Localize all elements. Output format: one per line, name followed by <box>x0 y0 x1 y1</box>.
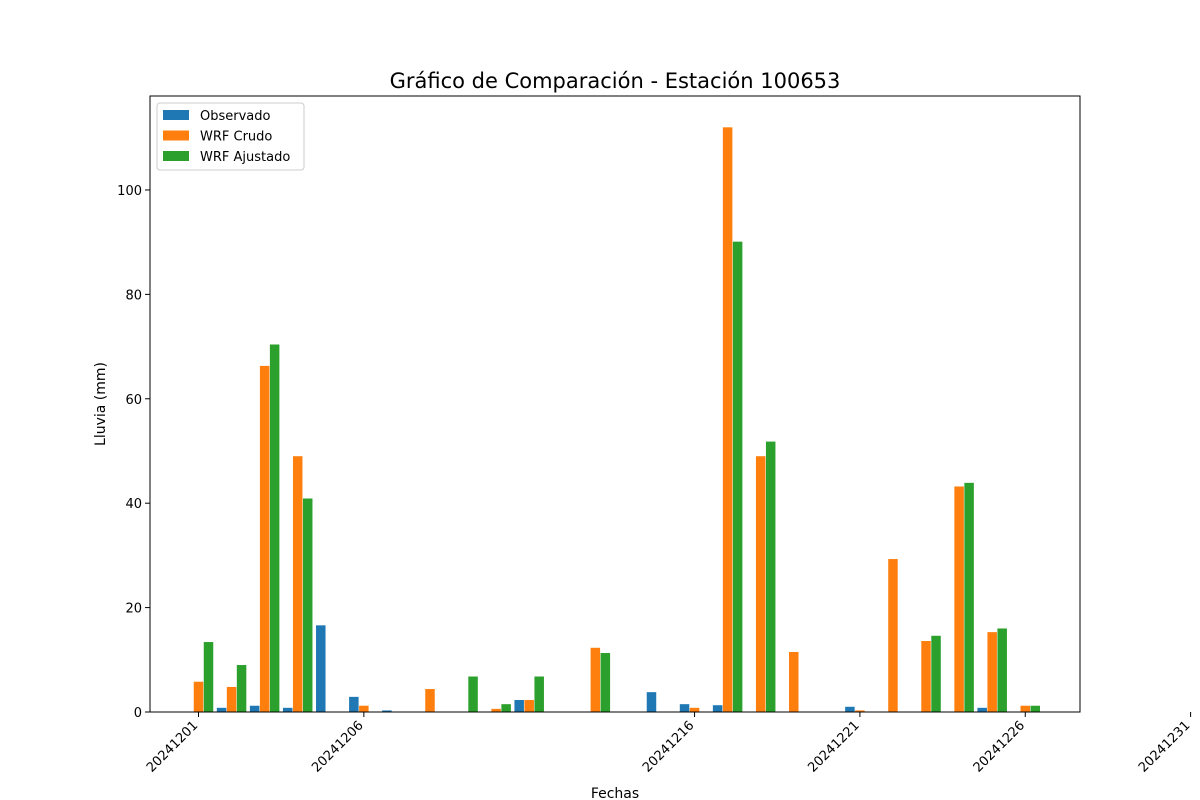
bar-wrf-crudo-20241201 <box>193 681 204 712</box>
bar-wrf-ajustado-20241210 <box>501 704 511 712</box>
bar-wrf-ajustado-20241202 <box>236 665 247 712</box>
bar-wrf-ajustado-20241209 <box>468 676 478 712</box>
y-tick-label: 100 <box>117 184 142 199</box>
bar-observado-20241221 <box>845 706 855 712</box>
bar-observado-20241205 <box>316 625 326 712</box>
bar-wrf-crudo-20241221 <box>855 710 865 712</box>
bar-observado-20241202 <box>216 707 227 712</box>
bar-wrf-crudo-20241222 <box>888 559 898 712</box>
legend-swatch <box>163 110 189 120</box>
bar-wrf-crudo-20241204 <box>292 456 303 712</box>
y-axis: 0 20 40 60 80 100 <box>117 184 150 721</box>
bar-wrf-crudo-20241225 <box>987 632 997 712</box>
bar-observado-20241207 <box>382 710 392 712</box>
bar-wrf-ajustado-20241218 <box>765 441 776 712</box>
bar-wrf-ajustado-20241211 <box>534 676 544 712</box>
bar-wrf-ajustado-20241223 <box>931 635 941 712</box>
bars-group <box>193 127 1040 712</box>
bar-wrf-crudo-20241206 <box>359 705 369 712</box>
legend-box <box>156 102 305 171</box>
bar-observado-20241225 <box>977 707 987 712</box>
legend: Observado WRF Crudo WRF Ajustado <box>156 102 305 171</box>
bar-observado-20241204 <box>282 707 293 712</box>
bar-wrf-crudo-20241213 <box>590 647 601 712</box>
bar-observado-20241215 <box>646 692 657 712</box>
bar-wrf-crudo-20241219 <box>789 651 799 712</box>
bar-observado-20241203 <box>249 705 260 712</box>
bar-wrf-ajustado-20241201 <box>203 642 214 712</box>
bar-wrf-crudo-20241217 <box>722 127 733 712</box>
bar-wrf-crudo-20241210 <box>491 708 501 712</box>
bar-wrf-ajustado-20241204 <box>302 498 313 712</box>
bar-wrf-ajustado-20241217 <box>732 241 743 712</box>
x-axis-label: Fechas <box>591 786 639 800</box>
legend-label: WRF Crudo <box>200 130 272 145</box>
y-axis-label: Lluvia (mm) <box>93 362 109 446</box>
bar-observado-20241216 <box>679 704 690 712</box>
bar-wrf-ajustado-20241224 <box>964 482 974 712</box>
bar-wrf-crudo-20241218 <box>755 456 766 712</box>
y-tick-label: 60 <box>125 393 142 408</box>
legend-swatch <box>163 151 189 161</box>
bar-wrf-ajustado-20241226 <box>1030 705 1040 712</box>
bar-wrf-crudo-20241208 <box>425 689 435 712</box>
bar-wrf-crudo-20241202 <box>226 686 237 712</box>
bar-wrf-crudo-20241224 <box>954 486 964 712</box>
bar-wrf-ajustado-20241213 <box>600 653 611 712</box>
bar-wrf-crudo-20241211 <box>524 699 534 712</box>
y-tick-label: 20 <box>125 602 142 617</box>
legend-label: Observado <box>200 109 271 124</box>
y-tick-label: 40 <box>125 497 142 512</box>
bar-wrf-crudo-20241226 <box>1020 705 1030 712</box>
plot-frame <box>149 95 1081 713</box>
legend-swatch <box>163 130 189 141</box>
plot-area <box>150 96 1080 712</box>
bar-wrf-crudo-20241216 <box>689 707 700 712</box>
y-tick-label: 80 <box>125 288 142 303</box>
bar-wrf-crudo-20241203 <box>259 365 270 712</box>
chart-title: Gráfico de Comparación - Estación 100653 <box>390 69 841 93</box>
bar-observado-20241206 <box>349 696 359 712</box>
y-tick-label: 0 <box>134 706 142 721</box>
bar-wrf-crudo-20241223 <box>921 641 931 712</box>
bar-wrf-ajustado-20241225 <box>997 628 1007 712</box>
bar-observado-20241217 <box>712 705 723 712</box>
legend-label: WRF Ajustado <box>200 150 290 165</box>
bar-observado-20241211 <box>514 699 524 712</box>
bar-wrf-ajustado-20241203 <box>269 344 280 712</box>
